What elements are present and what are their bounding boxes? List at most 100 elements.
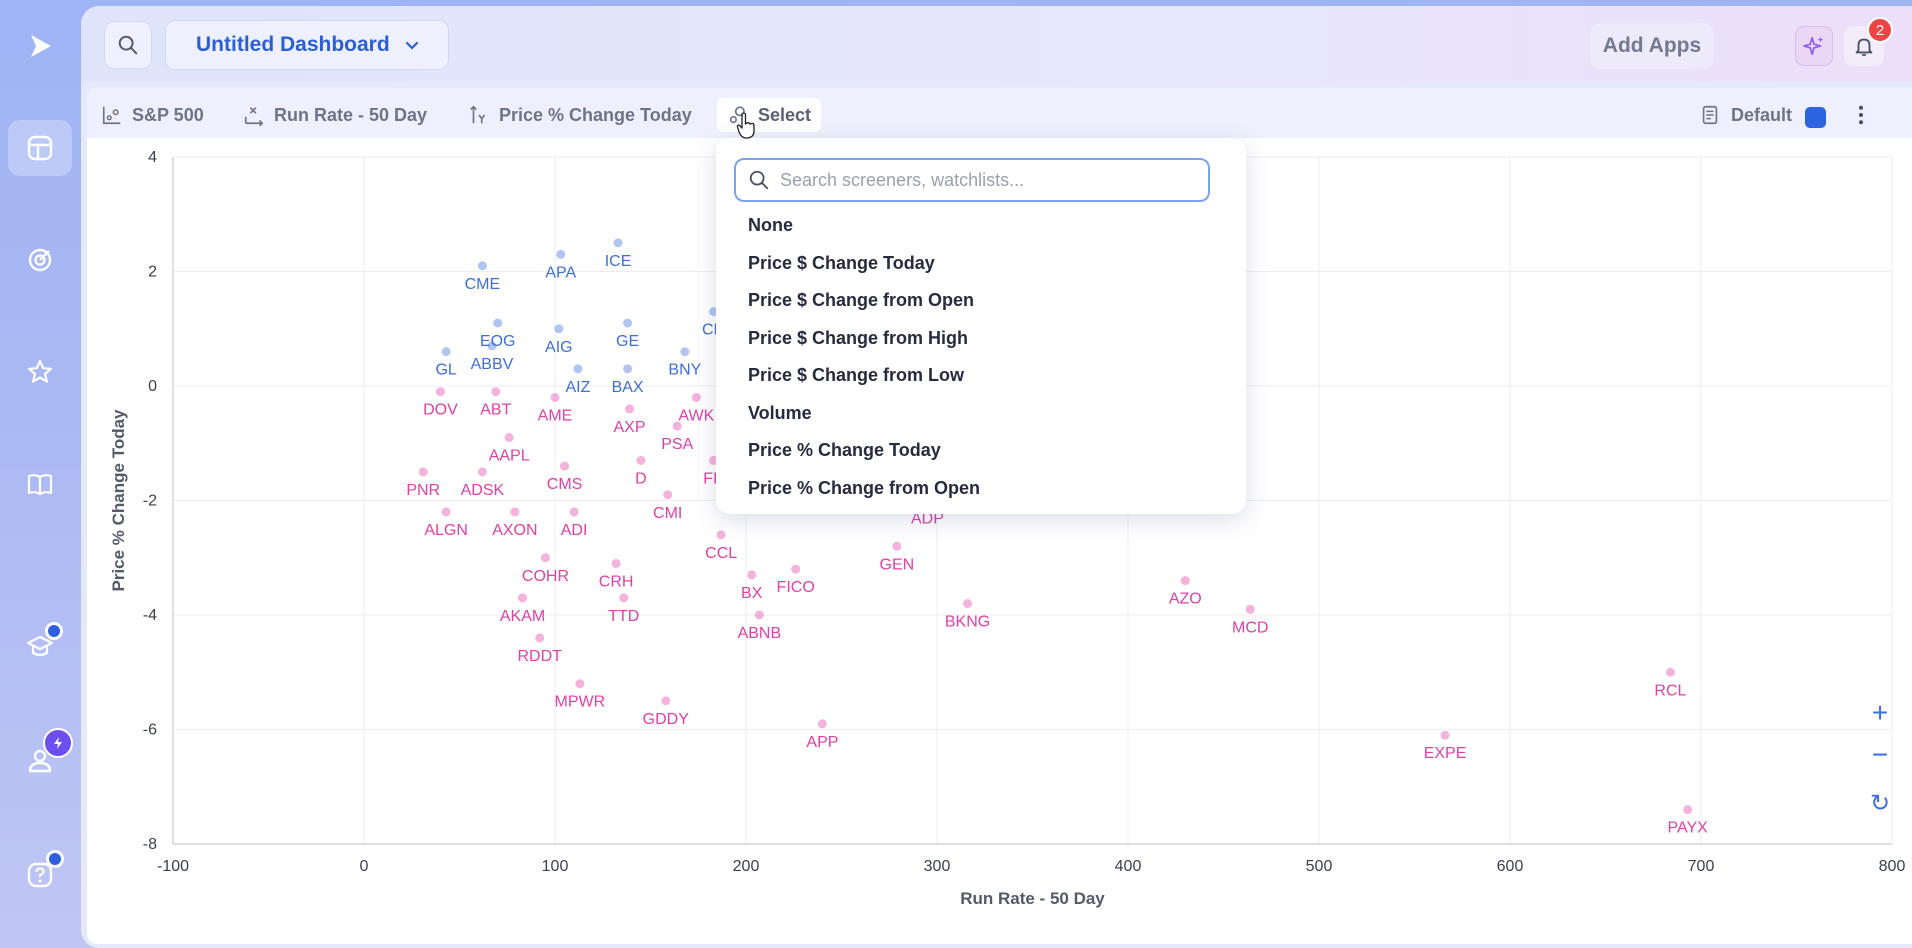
ai-assistant-button[interactable] [1795,26,1833,66]
y-tick-label: 2 [148,264,157,281]
point-label: CCL [705,545,737,562]
point-label: TTD [608,608,639,625]
dashboard-title-dropdown[interactable]: Untitled Dashboard [165,20,449,70]
x-tick-label: 800 [1879,858,1906,875]
search-icon [118,35,138,55]
help-badge [46,850,64,868]
layout-label: Default [1730,104,1792,125]
dropdown-option[interactable]: Price $ Change from High [748,327,969,348]
play-logo-icon [31,35,51,57]
point-label: ADP [911,511,944,528]
x-tick-label: 500 [1306,858,1333,875]
y-axis-icon [470,105,486,124]
x-tick-label: 0 [360,858,369,875]
y-tick-label: 0 [148,378,157,395]
x-tick-label: 300 [924,858,951,875]
point-label: AKAM [500,608,545,625]
dropdown-option[interactable]: None [748,215,793,236]
more-options-icon[interactable] [1850,102,1872,128]
nav-account[interactable] [8,728,73,788]
data-point [709,307,719,317]
point-label: EXPE [1424,745,1467,762]
point-label: RDDT [518,648,563,665]
y-axis-metric-selector[interactable]: Price % Change Today [458,98,702,132]
data-point [554,324,564,334]
point-label: COHR [522,568,569,585]
dropdown-search-field[interactable] [734,158,1210,202]
data-point [817,719,827,729]
left-rail [0,0,80,948]
point-label: PNR [406,482,440,499]
y-axis-title: Price % Change Today [109,409,128,592]
search-button[interactable] [104,21,152,69]
add-apps-label: Add Apps [1602,34,1702,57]
data-point [569,507,579,517]
point-label: AME [538,407,573,424]
point-label: D [635,470,647,487]
point-label: ABNB [738,625,782,642]
data-point [754,610,764,620]
data-point [680,347,690,357]
x-tick-label: 400 [1115,858,1142,875]
point-label: GEN [880,556,915,573]
layout-default-selector[interactable]: Default [1699,98,1792,132]
chevron-down-icon [405,41,418,50]
point-label: CMI [653,505,682,522]
data-point [691,392,701,402]
y-tick-label: -6 [143,722,157,739]
point-label: AZO [1169,591,1202,608]
dropdown-search-input[interactable] [780,169,1180,191]
point-label: AIG [545,339,573,356]
zoom-out-button[interactable]: − [1871,739,1889,770]
dropdown-option[interactable]: Price $ Change from Low [748,365,965,386]
point-label: ADI [561,522,588,539]
data-point [550,392,560,402]
dropdown-option[interactable]: Price $ Change Today [748,252,935,273]
dropdown-option[interactable]: Price % Change from Open [748,477,981,498]
x-axis-icon [244,107,264,126]
zoom-reset-button[interactable]: ↻ [1869,789,1891,817]
graduation-cap-icon [26,635,54,657]
data-point [661,696,671,706]
point-label: AIZ [565,379,590,396]
bell-icon [1855,38,1873,57]
color-palette-icon [729,106,745,124]
x-axis-metric-selector[interactable]: Run Rate - 50 Day [233,98,437,132]
color-by-select[interactable]: Select [717,98,822,132]
y-tick-label: -8 [143,836,157,853]
data-point [892,541,902,551]
dashboard-title: Untitled Dashboard [196,33,390,56]
chart-toolbar: S&P 500 Run Rate - 50 Day Price % Change… [87,88,1912,138]
nav-learn[interactable] [8,618,72,674]
dropdown-option[interactable]: Price % Change Today [748,440,941,461]
point-label: CME [465,276,501,293]
data-point [1440,730,1450,740]
x-tick-label: 100 [542,858,569,875]
data-point [1683,805,1693,815]
dropdown-option[interactable]: Volume [748,402,812,423]
nav-watchlist[interactable] [8,344,72,400]
zoom-in-button[interactable]: + [1871,697,1889,728]
logo-icon[interactable] [8,18,72,74]
point-label: APP [806,734,838,751]
dropdown-option[interactable]: Price $ Change from Open [748,290,975,311]
data-point [477,261,487,271]
universe-label: S&P 500 [132,104,204,125]
data-point [518,593,528,603]
nav-help[interactable] [8,846,72,902]
nav-dashboard[interactable] [8,120,72,176]
dropdown-options-list: None Price $ Change Today Price $ Change… [748,207,980,507]
data-point [1180,576,1190,586]
scatter-chart[interactable]: -100 0 100 200 300 400 500 600 700 800 4 2 0 -2 -4 -6 -8… [87,88,1912,944]
nav-radar[interactable] [8,232,72,288]
point-label: APA [545,264,576,281]
data-point [963,599,973,609]
universe-selector[interactable]: S&P 500 [91,98,214,132]
point-label: ABT [480,402,511,419]
point-label: PAYX [1667,820,1708,837]
accent-color-swatch[interactable] [1805,107,1826,128]
point-label: MPWR [555,694,606,711]
nav-library[interactable] [8,456,72,512]
add-apps-button[interactable]: Add Apps [1590,23,1714,69]
document-icon [1702,105,1718,125]
